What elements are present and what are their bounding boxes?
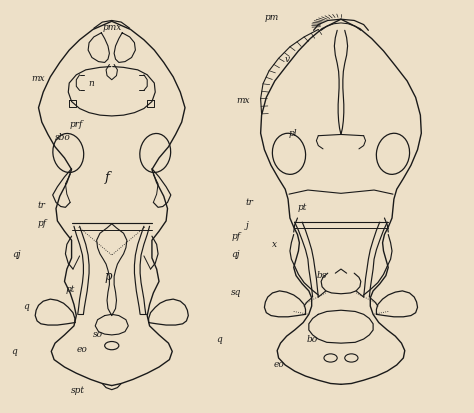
Text: tr: tr [37, 201, 46, 210]
Text: q: q [216, 335, 221, 344]
Text: pf: pf [37, 219, 46, 228]
Text: mx: mx [236, 96, 250, 105]
Text: pl: pl [289, 129, 298, 138]
Text: sbo: sbo [55, 133, 71, 142]
Text: pt: pt [298, 203, 307, 212]
Text: qj: qj [231, 250, 240, 259]
Text: p: p [105, 270, 112, 283]
Text: pm: pm [264, 14, 279, 22]
Text: q: q [23, 301, 29, 311]
Text: so: so [93, 330, 103, 339]
Text: eo: eo [76, 345, 87, 354]
Text: eo: eo [274, 361, 284, 370]
Text: pmx: pmx [102, 23, 122, 32]
Text: bs: bs [317, 271, 327, 280]
Text: bo: bo [307, 335, 318, 344]
Text: f: f [105, 171, 109, 184]
Text: q: q [11, 347, 17, 356]
Text: tr: tr [246, 198, 254, 207]
Ellipse shape [105, 342, 119, 350]
Text: x: x [273, 240, 278, 249]
Text: qj: qj [12, 250, 21, 259]
Text: j: j [246, 221, 248, 230]
Text: prf: prf [69, 120, 82, 129]
Ellipse shape [345, 354, 358, 362]
Text: v: v [284, 55, 290, 64]
Text: spt: spt [71, 387, 85, 395]
Text: sq: sq [231, 288, 242, 297]
Text: pt: pt [66, 285, 75, 294]
Ellipse shape [324, 354, 337, 362]
Text: mx: mx [31, 74, 45, 83]
Text: pf: pf [231, 232, 240, 241]
Text: n: n [88, 78, 94, 88]
